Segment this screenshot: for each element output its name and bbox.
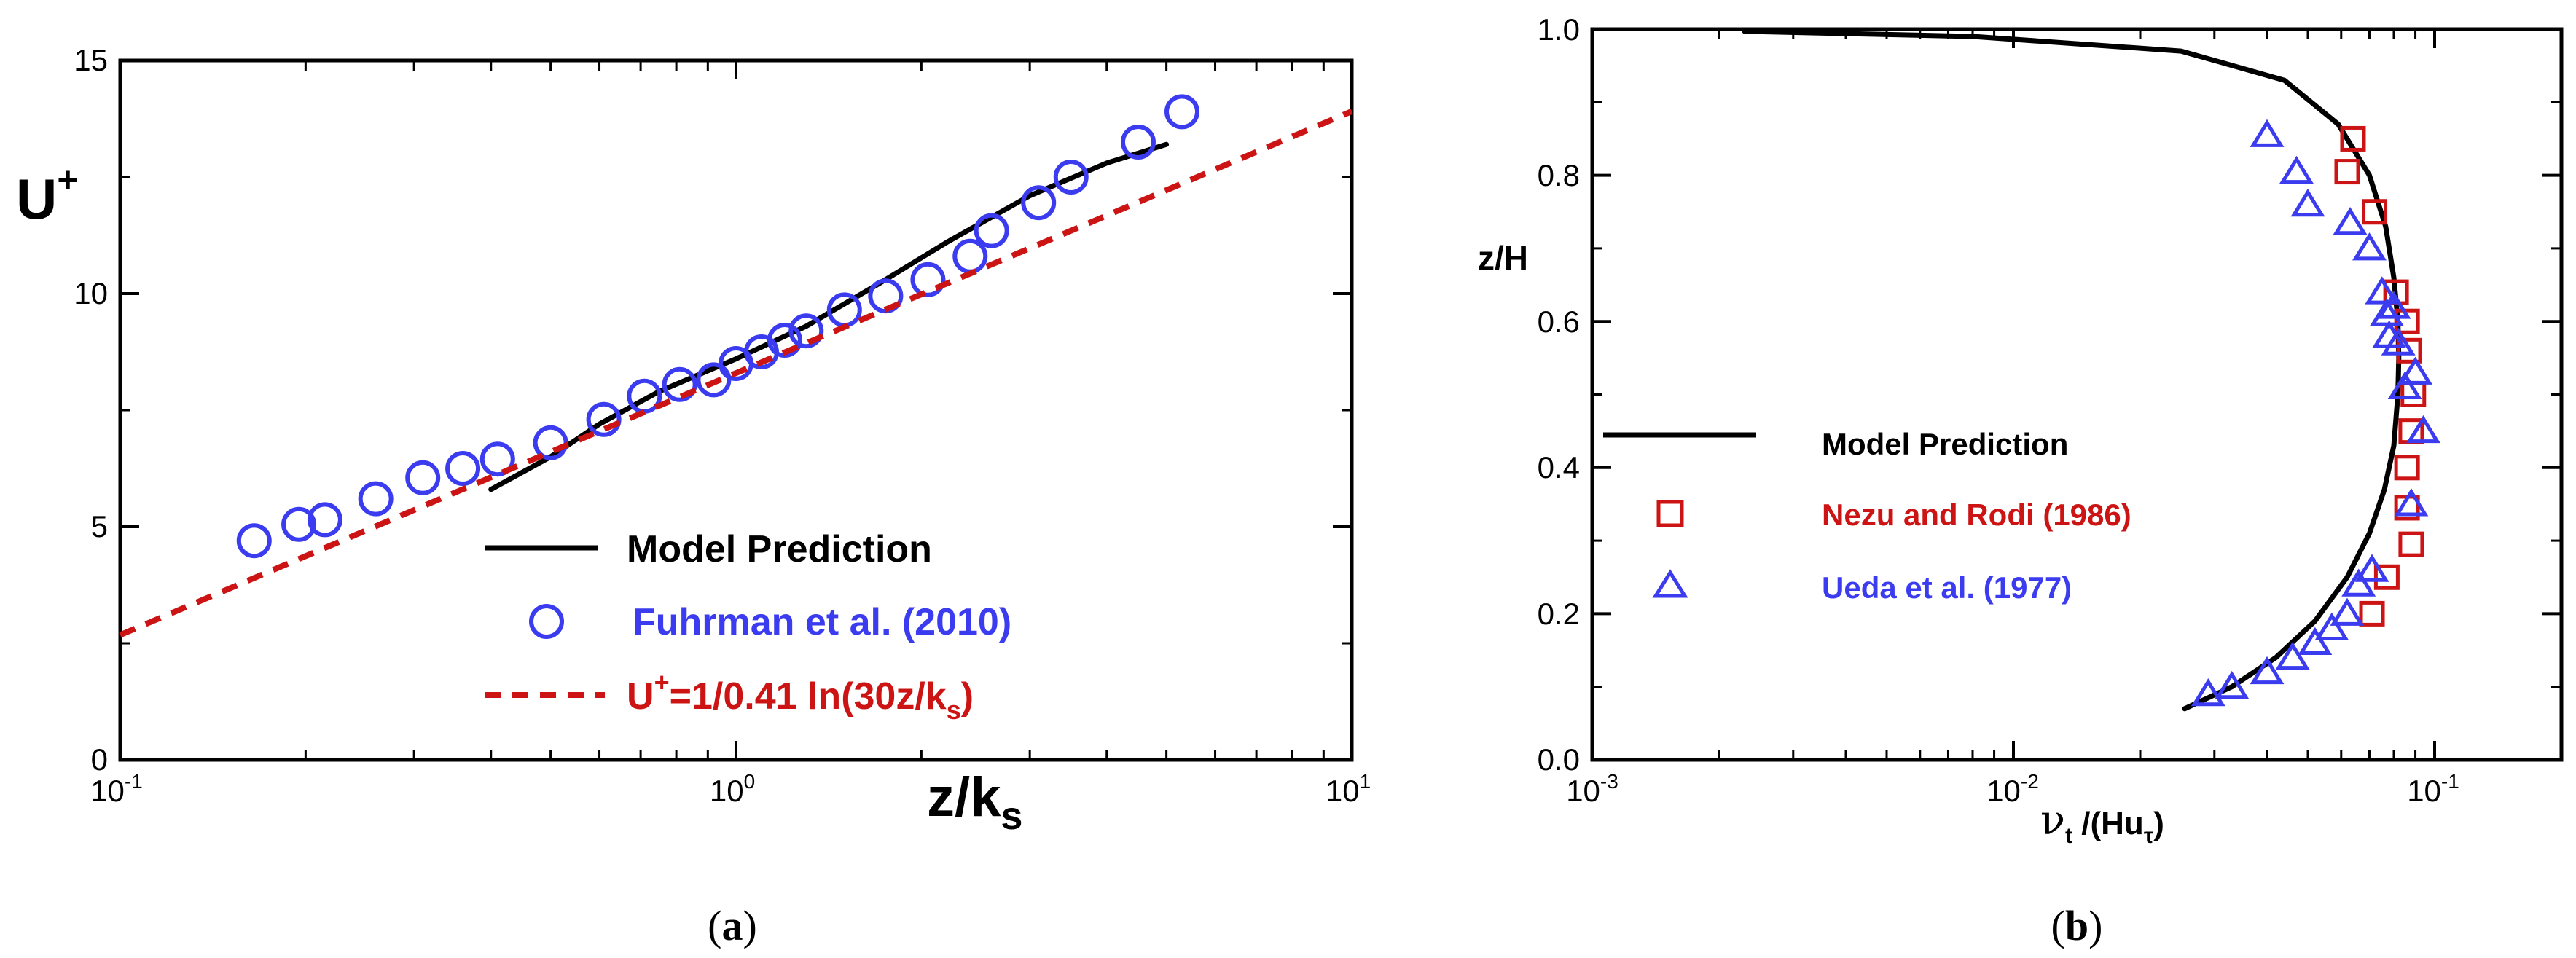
panel-b-legend: Model Prediction Nezu and Rodi (1986) Ue… (1603, 427, 2131, 605)
panel-b-series-1-point (2394, 308, 2420, 334)
panel-a-legend-log-label: U+=1/0.41 ln(30z/ks) (627, 667, 974, 725)
panel-b-series-2-point (2298, 627, 2333, 656)
panel-b-series-2-point (2381, 327, 2416, 356)
panel-b-legend-ueda-swatch (1652, 569, 1688, 598)
panel-b-series-1-point (2373, 564, 2400, 590)
panel-b-legend-nezu-label: Nezu and Rodi (1986) (1822, 498, 2131, 532)
panel-b-series-1-point (2396, 337, 2422, 364)
panel-b-xtick-1: 10-2 (1986, 770, 2039, 808)
panel-a: 0 5 10 15 10-1 100 101 U+ z/ks Model Pre… (16, 43, 1371, 949)
panel-b-series-2-point (2352, 232, 2387, 261)
panel-b-ytick-2: 0.4 (1538, 450, 1580, 484)
panel-a-series (119, 94, 1353, 638)
panel-a-series-1-point (974, 213, 1009, 248)
panel-b-series-2-point (2290, 188, 2325, 217)
panel-a-x-axis-label: z/ks (927, 766, 1022, 838)
panel-a-series-1-point (586, 401, 622, 437)
panel-b-x-axis-label: νt /(Huτ) (2040, 797, 2164, 848)
panel-a-series-1-point (910, 262, 946, 297)
panel-a-series-1-point (1021, 185, 1057, 221)
panel-a-series-1-point (307, 502, 342, 538)
panel-b-series-2-point (2376, 291, 2411, 319)
panel-a-series-1-point (405, 460, 441, 495)
panel-b: 0.0 0.2 0.4 0.6 0.8 1.0 10-3 10-2 10-1 z… (1478, 12, 2564, 949)
panel-b-series (1742, 28, 2440, 712)
panel-b-series-2-point (2387, 371, 2422, 399)
panel-b-minor-ticks (1592, 29, 2563, 760)
panel-b-legend-model-label: Model Prediction (1822, 427, 2068, 461)
panel-b-ytick-1: 0.2 (1538, 597, 1580, 631)
panel-a-ytick-3: 15 (74, 43, 108, 77)
panel-b-series-2-point (2314, 612, 2349, 640)
panel-b-series-2-point (2191, 678, 2225, 707)
panel-b-series-0-line (1742, 28, 2402, 712)
panel-a-minor-ticks (120, 60, 1352, 760)
panel-b-xtick-2: 10-1 (2407, 770, 2459, 808)
panel-b-series-1-point (2359, 600, 2385, 627)
panel-b-series-1-point (2394, 455, 2420, 481)
panel-b-series-1-point (2398, 531, 2424, 557)
panel-a-legend-fuhrman-label: Fuhrman et al. (2010) (633, 601, 1011, 643)
panel-b-series-2-point (2275, 641, 2310, 670)
panel-b-series-2-point (2341, 568, 2376, 597)
panel-b-legend-ueda-label: Ueda et al. (1977) (1822, 570, 2072, 605)
panel-a-series-1-point (479, 441, 515, 477)
panel-a-caption: (a) (708, 902, 757, 949)
panel-b-series-2-point (2279, 155, 2314, 184)
panel-a-plot-frame (118, 58, 1354, 762)
panel-a-xtick-0: 10-1 (90, 770, 143, 808)
panel-b-series-1-point (2362, 199, 2388, 225)
panel-a-series-1-point (1053, 160, 1089, 195)
panel-a-series-1-point (696, 362, 732, 398)
panel-b-series-2-point (2398, 356, 2433, 385)
panel-a-series-1-point (1164, 94, 1200, 130)
panel-b-series-2-point (2250, 656, 2285, 685)
panel-b-xtick-0: 10-3 (1566, 770, 1618, 808)
panel-a-series-1-point (236, 523, 272, 559)
panel-b-series-2-point (2365, 276, 2400, 305)
panel-b-series-2-point (2330, 597, 2365, 626)
panel-a-y-axis-label: U+ (16, 160, 79, 231)
panel-a-series-1-point (445, 451, 481, 486)
panel-a-series-1-point (788, 313, 824, 349)
panel-a-xtick-2: 101 (1326, 770, 1371, 808)
panel-b-y-axis-label: z/H (1478, 239, 1528, 277)
panel-b-ytick-3: 0.6 (1538, 305, 1580, 339)
panel-a-legend-model-label: Model Prediction (627, 528, 932, 570)
panel-a-series-1-point (952, 238, 988, 274)
panel-a-xtick-1: 100 (710, 770, 755, 808)
panel-a-ytick-1: 5 (91, 509, 108, 543)
panel-a-legend-fuhrman-swatch (529, 604, 564, 639)
panel-a-ticks (119, 59, 1353, 761)
panel-b-legend-nezu-swatch (1656, 500, 1684, 527)
panel-a-series-1-point (662, 366, 697, 402)
panel-b-ticks (1591, 28, 2561, 761)
panel-b-ytick-5: 1.0 (1538, 12, 1580, 47)
panel-b-series-2-point (2215, 670, 2250, 699)
panel-a-series-1-point (358, 481, 394, 517)
panel-b-series-1-point (2340, 125, 2366, 152)
panel-a-series-1-point (1120, 125, 1156, 160)
panel-a-legend: Model Prediction Fuhrman et al. (2010) U… (485, 528, 1011, 725)
panel-a-series-2-line (119, 109, 1353, 638)
panel-a-ytick-2: 10 (74, 276, 108, 310)
panel-b-caption: (b) (2051, 902, 2103, 949)
panel-b-ytick-4: 0.8 (1538, 158, 1580, 192)
panel-a-series-1-point (281, 506, 317, 542)
panel-b-ytick-0: 0.0 (1538, 742, 1580, 777)
panel-a-ytick-0: 0 (91, 742, 108, 777)
panel-b-series-2-point (2333, 207, 2368, 235)
panel-b-series-1-point (2334, 159, 2360, 185)
panel-b-series-2-point (2250, 119, 2285, 147)
panel-b-series-2-point (2394, 488, 2429, 517)
panel-b-series-2-point (2354, 554, 2389, 582)
panel-b-series-2-point (2406, 415, 2440, 444)
